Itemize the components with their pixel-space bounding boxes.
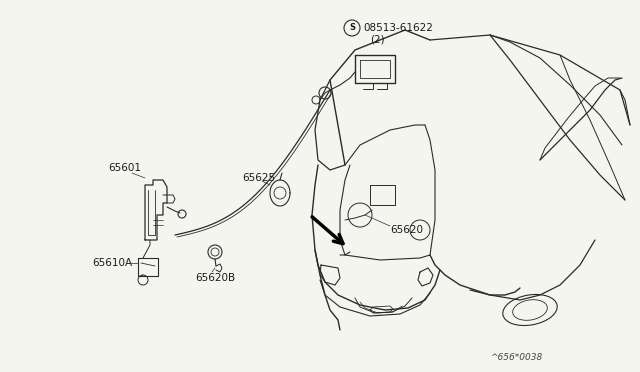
- Text: S: S: [349, 23, 355, 32]
- Text: 65610A: 65610A: [92, 258, 132, 268]
- Text: ^656*0038: ^656*0038: [490, 353, 542, 362]
- Text: 08513-61622: 08513-61622: [363, 23, 433, 33]
- Text: (2): (2): [370, 35, 385, 45]
- Text: 65601: 65601: [108, 163, 141, 173]
- Text: 65620B: 65620B: [195, 273, 235, 283]
- Text: 65625: 65625: [242, 173, 275, 183]
- Text: 65620: 65620: [390, 225, 423, 235]
